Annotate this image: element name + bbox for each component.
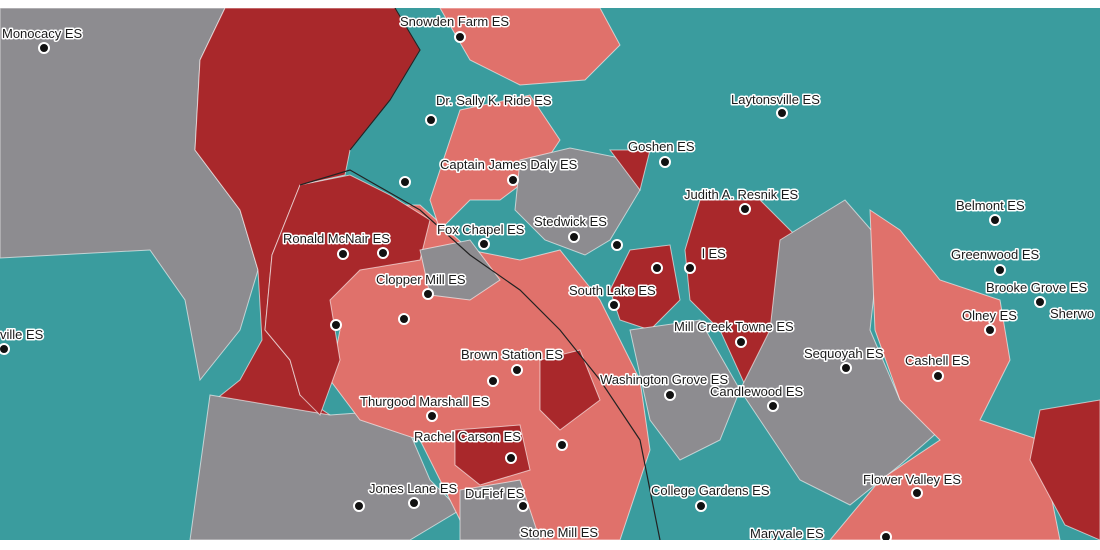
region [1029, 399, 1100, 541]
school-marker [511, 364, 523, 376]
school-marker [505, 452, 517, 464]
school-label: Fox Chapel ES [437, 222, 525, 237]
school-marker [330, 319, 342, 331]
school-marker [840, 362, 852, 374]
school-label: Clopper Mill ES [376, 272, 466, 287]
school-label: Brown Station ES [461, 347, 563, 362]
top-strip [0, 0, 1100, 8]
school-marker [556, 439, 568, 451]
school-label: Monocacy ES [2, 26, 83, 41]
school-label: Ronald McNair ES [283, 231, 390, 246]
school-label: l ES [702, 246, 726, 261]
school-marker [684, 262, 696, 274]
school-marker [767, 400, 779, 412]
school-label: South Lake ES [569, 283, 656, 298]
school-marker [651, 262, 663, 274]
region [539, 349, 601, 431]
school-marker [353, 500, 365, 512]
regions [0, 7, 1100, 541]
school-marker [984, 324, 996, 336]
school-marker [454, 31, 466, 43]
school-marker [695, 500, 707, 512]
school-marker [377, 247, 389, 259]
school-label: DuFief ES [465, 486, 525, 501]
boundary [349, 7, 421, 151]
school-marker [517, 500, 529, 512]
school-marker [38, 42, 50, 54]
region [514, 147, 641, 256]
school-label: Stone Mill ES [520, 525, 598, 540]
school-label: Thurgood Marshall ES [360, 394, 490, 409]
school-label: Rachel Carson ES [414, 429, 521, 444]
school-label: Flower Valley ES [863, 472, 961, 487]
school-marker [507, 174, 519, 186]
bottom-strip [0, 540, 1100, 550]
school-marker [739, 203, 751, 215]
school-marker [735, 336, 747, 348]
school-marker [568, 231, 580, 243]
school-marker [664, 389, 676, 401]
school-marker [487, 375, 499, 387]
school-labels: Monocacy ES Snowden Farm ES Dr. Sally K.… [0, 13, 1096, 543]
school-marker [0, 343, 10, 355]
region [629, 319, 741, 461]
school-marker [911, 487, 923, 499]
school-label: Belmont ES [956, 198, 1025, 213]
school-label: Captain James Daly ES [440, 157, 578, 172]
school-label: Judith A. Resnik ES [684, 187, 798, 202]
school-marker [399, 176, 411, 188]
school-label: Dr. Sally K. Ride ES [436, 93, 552, 108]
school-label: Cashell ES [905, 353, 970, 368]
school-label: Laytonsville ES [731, 92, 820, 107]
school-marker [776, 107, 788, 119]
school-marker [1034, 296, 1046, 308]
school-label: College Gardens ES [651, 483, 770, 498]
school-label: Olney ES [962, 308, 1017, 323]
region [454, 424, 531, 486]
school-marker [478, 238, 490, 250]
school-label: Sherwo [1050, 306, 1094, 321]
region [419, 239, 501, 301]
school-label: Sequoyah ES [804, 346, 884, 361]
school-marker [425, 114, 437, 126]
school-marker [422, 288, 434, 300]
school-marker [337, 248, 349, 260]
region [609, 149, 651, 192]
school-marker [408, 497, 420, 509]
school-marker [426, 410, 438, 422]
school-marker [659, 156, 671, 168]
school-label: Stedwick ES [534, 214, 607, 229]
school-label: Goshen ES [628, 139, 695, 154]
boundary [299, 169, 661, 541]
school-markers [0, 31, 1046, 543]
school-label: Jones Lane ES [369, 481, 458, 496]
school-label: Mill Creek Towne ES [674, 319, 794, 334]
school-label: Greenwood ES [951, 247, 1039, 262]
school-label: Snowden Farm ES [400, 14, 509, 29]
school-label: Washington Grove ES [600, 372, 728, 387]
school-marker [994, 264, 1006, 276]
school-marker [398, 313, 410, 325]
region [429, 94, 561, 231]
school-label: Maryvale ES [750, 526, 824, 541]
school-label: ville ES [0, 327, 44, 342]
school-label: Candlewood ES [710, 384, 804, 399]
school-label: Brooke Grove ES [986, 280, 1087, 295]
school-marker [608, 299, 620, 311]
school-marker [611, 239, 623, 251]
school-marker [989, 214, 1001, 226]
school-marker [932, 370, 944, 382]
